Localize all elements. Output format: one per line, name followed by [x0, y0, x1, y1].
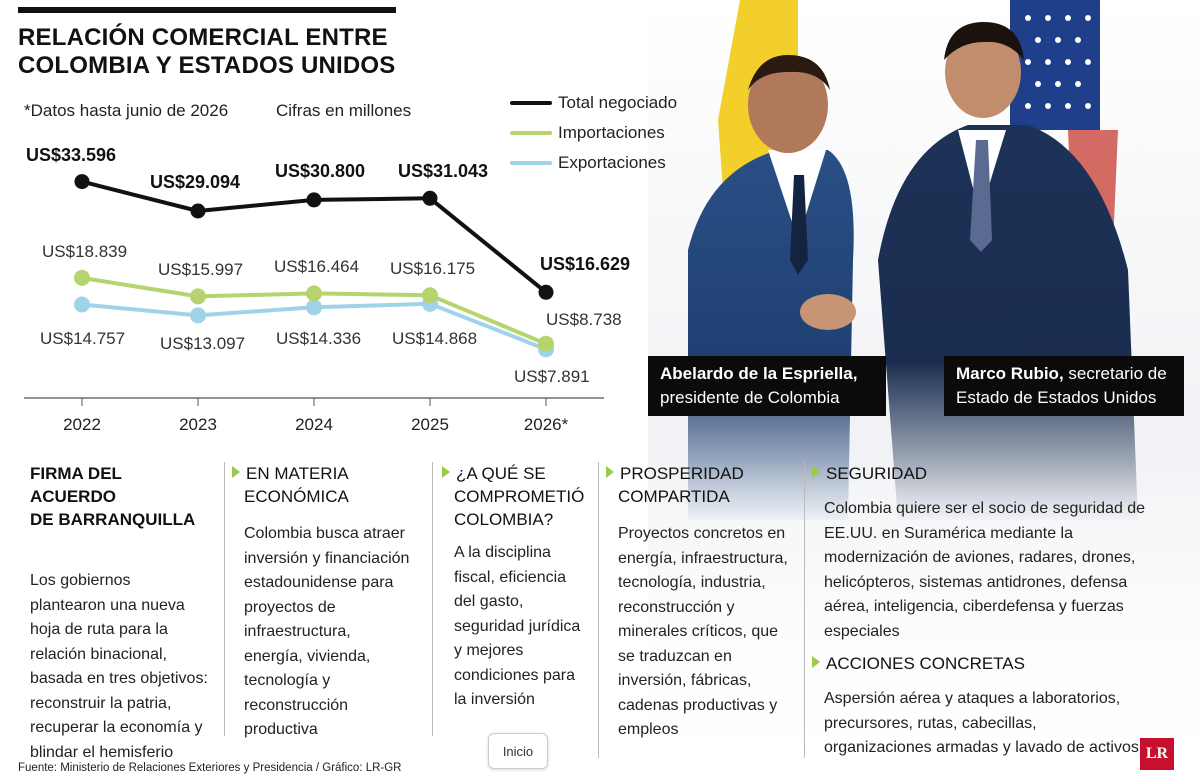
divider-1 — [224, 462, 225, 736]
data-label: US$16.629 — [540, 254, 630, 274]
chart-legend: Total negociado Importaciones Exportacio… — [510, 88, 677, 178]
data-label: US$30.800 — [275, 161, 365, 181]
data-point — [306, 299, 322, 316]
arrow-icon — [812, 656, 820, 668]
x-tick-label: 2022 — [63, 415, 101, 434]
data-label: US$8.738 — [546, 310, 622, 329]
legend-label-importaciones: Importaciones — [558, 123, 665, 142]
section-compromiso-title-line2: COMPROMETIÓ — [454, 487, 585, 506]
data-label: US$16.464 — [274, 257, 359, 276]
legend-item-total: Total negociado — [510, 88, 677, 118]
caption-right-role2: Estado de Estados Unidos — [956, 388, 1157, 407]
data-label: US$33.596 — [26, 145, 116, 165]
divider-2 — [432, 462, 433, 736]
section-prosperidad-title-line2: COMPARTIDA — [618, 487, 730, 506]
section-acciones-title-text: ACCIONES CONCRETAS — [826, 654, 1025, 673]
legend-label-exportaciones: Exportaciones — [558, 153, 666, 172]
data-point — [74, 296, 90, 313]
section-prosperidad-body: Proyectos concretos en energía, infraest… — [618, 525, 788, 738]
data-label: US$13.097 — [160, 334, 245, 353]
section-firma-body: Los gobiernos plantearon una nueva hoja … — [30, 572, 208, 761]
section-compromiso-title-line3: COLOMBIA? — [454, 510, 554, 529]
legend-swatch-total — [510, 101, 552, 105]
caption-left-role: presidente de Colombia — [660, 388, 840, 407]
title-line-2: COLOMBIA Y ESTADOS UNIDOS — [18, 52, 396, 79]
data-point — [190, 307, 206, 324]
data-point — [422, 190, 438, 206]
section-economica-title: EN MATERIA ECONÓMICA — [232, 462, 412, 508]
data-label: US$14.757 — [40, 329, 125, 348]
data-label: US$7.891 — [514, 367, 590, 386]
legend-label-total: Total negociado — [558, 93, 678, 112]
section-compromiso-title: ¿A QUÉ SE COMPROMETIÓ COLOMBIA? — [442, 462, 590, 531]
section-seguridad-title: SEGURIDAD — [812, 462, 1152, 485]
divider-3 — [598, 462, 599, 758]
section-economica-body: Colombia busca atraer inversión y financ… — [244, 525, 410, 738]
legend-swatch-exportaciones — [510, 161, 552, 165]
data-point — [306, 285, 322, 302]
section-prosperidad-title: PROSPERIDAD COMPARTIDA — [606, 462, 792, 508]
data-label: US$29.094 — [150, 172, 240, 192]
note-date: *Datos hasta junio de 2026 — [24, 101, 229, 120]
data-point — [306, 192, 322, 208]
section-prosperidad-title-line1: PROSPERIDAD — [620, 464, 744, 483]
section-acciones: ACCIONES CONCRETAS Aspersión aérea y ata… — [812, 652, 1142, 761]
caption-left: Abelardo de la Espriella, presidente de … — [648, 356, 886, 416]
data-label: US$15.997 — [158, 260, 243, 279]
note-units: Cifras en millones — [276, 101, 412, 120]
caption-left-name: Abelardo de la Espriella, — [660, 364, 858, 383]
section-economica: EN MATERIA ECONÓMICA Colombia busca atra… — [232, 462, 412, 743]
section-economica-title-line2: ECONÓMICA — [244, 487, 349, 506]
legend-item-importaciones: Importaciones — [510, 118, 677, 148]
data-point — [74, 269, 90, 286]
trade-line-chart: 2022 2023 2024 2025 2026* US$33.596 US$29.094 U… — [24, 145, 630, 434]
lr-logo: LR — [1140, 738, 1174, 770]
legend-swatch-importaciones — [510, 131, 552, 135]
arrow-icon — [812, 466, 820, 478]
section-seguridad-title-text: SEGURIDAD — [826, 464, 928, 483]
data-label: US$16.175 — [390, 259, 475, 278]
section-compromiso-title-line1: ¿A QUÉ SE — [456, 464, 546, 483]
data-point — [422, 287, 438, 304]
home-button[interactable]: Inicio — [488, 733, 548, 769]
data-label: US$31.043 — [398, 161, 488, 181]
data-point — [190, 288, 206, 305]
top-rule — [18, 7, 396, 13]
x-tick-label: 2024 — [295, 415, 333, 434]
section-compromiso: ¿A QUÉ SE COMPROMETIÓ COLOMBIA? A la dis… — [442, 462, 590, 713]
section-economica-title-line1: EN MATERIA — [246, 464, 349, 483]
source-note: Fuente: Ministerio de Relaciones Exterio… — [18, 762, 402, 774]
data-label: US$14.336 — [276, 329, 361, 348]
data-label: US$14.868 — [392, 329, 477, 348]
arrow-icon — [606, 466, 614, 478]
x-tick-label: 2026* — [524, 415, 569, 434]
section-acciones-title: ACCIONES CONCRETAS — [812, 652, 1142, 675]
x-tick-label: 2023 — [179, 415, 217, 434]
section-firma-title: FIRMA DEL ACUERDO DE BARRANQUILLA — [30, 462, 208, 531]
page-title: RELACIÓN COMERCIAL ENTRE COLOMBIA Y ESTA… — [18, 24, 418, 80]
data-point — [538, 284, 554, 300]
divider-4 — [804, 462, 805, 758]
arrow-icon — [442, 466, 450, 478]
x-tick-label: 2025 — [411, 415, 449, 434]
data-label: US$18.839 — [42, 242, 127, 261]
caption-right: Marco Rubio, secretario de Estado de Est… — [944, 356, 1184, 416]
section-seguridad: SEGURIDAD Colombia quiere ser el socio d… — [812, 462, 1152, 644]
section-seguridad-body: Colombia quiere ser el socio de segurida… — [824, 500, 1146, 640]
data-point — [190, 203, 206, 219]
arrow-icon — [232, 466, 240, 478]
legend-item-exportaciones: Exportaciones — [510, 148, 677, 178]
section-compromiso-body: A la disciplina fiscal, eficiencia del g… — [454, 544, 581, 708]
caption-right-role1: secretario de — [1063, 364, 1167, 383]
title-line-1: RELACIÓN COMERCIAL ENTRE — [18, 24, 388, 51]
data-point — [538, 335, 554, 352]
section-firma-title-line1: FIRMA DEL ACUERDO — [30, 464, 122, 506]
section-prosperidad: PROSPERIDAD COMPARTIDA Proyectos concret… — [606, 462, 792, 743]
section-firma: FIRMA DEL ACUERDO DE BARRANQUILLA Los go… — [30, 462, 208, 765]
section-firma-title-line2: DE BARRANQUILLA — [30, 510, 196, 529]
data-point — [74, 174, 90, 190]
section-acciones-body: Aspersión aérea y ataques a laboratorios… — [824, 690, 1139, 756]
caption-right-name: Marco Rubio, — [956, 364, 1064, 383]
